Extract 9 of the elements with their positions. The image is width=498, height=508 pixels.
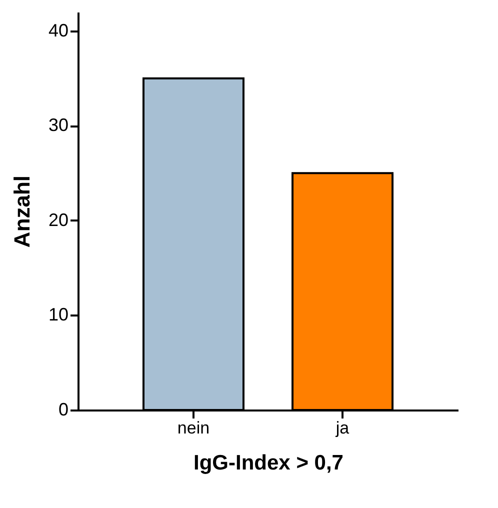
y-tick-label: 0 [58,400,68,420]
y-tick-label: 10 [48,304,68,325]
y-tick-label: 30 [48,115,68,136]
y-tick-label: 20 [48,210,68,230]
x-tick-label: ja [334,418,350,438]
y-tick-label: 40 [48,20,68,40]
x-tick-label: nein [177,418,210,438]
y-axis-title: Anzahl [9,175,34,248]
x-axis-title: IgG-Index > 0,7 [194,452,344,474]
